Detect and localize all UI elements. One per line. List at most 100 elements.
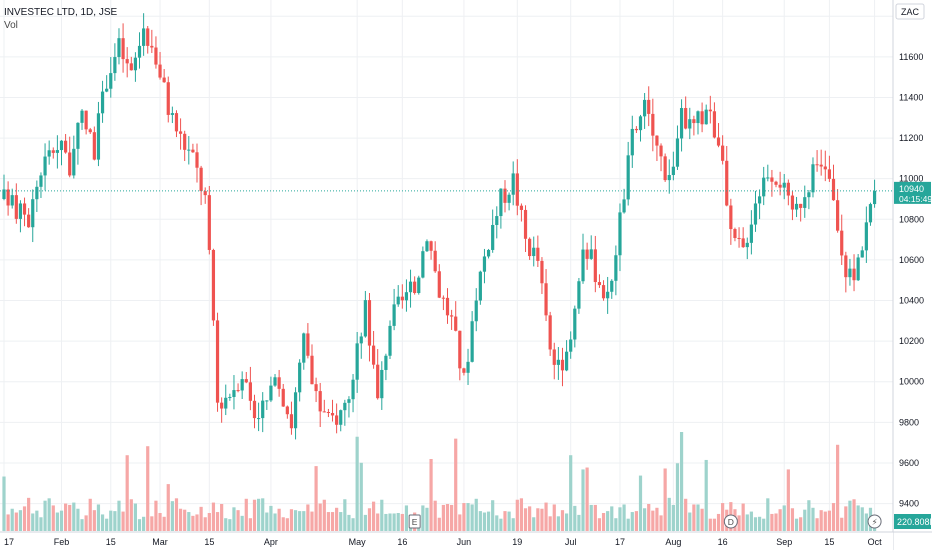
time-axis[interactable]: 17 Feb 15 Mar 15 Apr May 16 Jun 19 Jul 17 Aug 16 Sep 15… xyxy=(0,531,932,550)
candle-body xyxy=(6,189,10,206)
candle-body xyxy=(191,149,195,153)
volume-bar xyxy=(815,518,819,531)
volume-bar xyxy=(76,508,80,531)
candle-body xyxy=(203,191,207,196)
volume-bar xyxy=(330,512,335,531)
volume-bar xyxy=(860,507,864,531)
volume-legend[interactable]: Vol xyxy=(4,20,18,31)
dividend-marker-icon[interactable] xyxy=(723,514,738,529)
candle-body xyxy=(721,145,725,161)
candle-body xyxy=(679,108,684,139)
candle-body xyxy=(413,281,417,294)
candle-body xyxy=(35,186,39,200)
event-marker-label: E xyxy=(412,517,418,527)
candle-body xyxy=(511,173,515,195)
candle-body xyxy=(478,271,482,301)
volume-bar xyxy=(351,518,355,531)
price-tick-label: 11000 xyxy=(899,174,923,184)
candle-body xyxy=(63,140,68,153)
candle-body xyxy=(659,145,663,157)
candle-body xyxy=(174,113,179,132)
volume-bar xyxy=(39,517,43,531)
candle-body xyxy=(80,110,84,123)
volume-bar xyxy=(601,513,606,531)
event-markers[interactable]: E D ⚡ xyxy=(408,514,882,529)
volume-bar xyxy=(306,504,310,531)
split-marker-icon[interactable] xyxy=(867,514,882,529)
volume-bar xyxy=(376,513,380,531)
volume-bar xyxy=(252,499,257,531)
candle-body xyxy=(100,91,105,114)
candle-body xyxy=(815,164,819,166)
volume-bar xyxy=(655,507,659,531)
candle-body xyxy=(643,99,647,117)
volume-bar xyxy=(778,509,782,531)
volume-bar xyxy=(117,500,121,531)
candle-body xyxy=(248,382,252,401)
volume-bar xyxy=(96,504,101,531)
candle-body xyxy=(852,268,856,281)
candle-body xyxy=(593,249,597,283)
chart-legend: INVESTEC LTD, 1D, JSE Vol xyxy=(4,6,117,32)
candle-body xyxy=(836,200,840,231)
candle-body xyxy=(868,204,873,223)
candle-body xyxy=(43,156,47,176)
volume-bar xyxy=(581,469,585,531)
candle-body xyxy=(88,129,92,133)
candle-body xyxy=(626,155,630,200)
volume-bar xyxy=(831,503,836,531)
candle-body xyxy=(380,369,384,399)
candle-body xyxy=(614,255,618,281)
candle-body xyxy=(137,45,142,58)
price-axis[interactable]: 9400 9600 9800 10000 10200 10400 10600 10800 110… xyxy=(892,0,932,550)
volume-bar xyxy=(18,510,23,531)
volume-bar xyxy=(400,513,404,531)
candle-body xyxy=(207,195,211,250)
volume-bar xyxy=(191,515,195,531)
volume-bar xyxy=(548,516,552,531)
volume-bar xyxy=(203,517,207,531)
candle-body xyxy=(384,355,388,370)
candle-body xyxy=(302,333,306,363)
volume-bar xyxy=(220,504,224,531)
earnings-marker-icon[interactable] xyxy=(408,514,421,529)
volume-bar xyxy=(556,516,560,531)
volume-bar xyxy=(647,504,651,531)
candle-body xyxy=(318,391,322,412)
volume-bar xyxy=(84,515,88,531)
candle-body xyxy=(285,406,289,415)
volume-bar xyxy=(807,500,811,531)
symbol-title[interactable]: INVESTEC LTD, 1D, JSE xyxy=(4,7,118,18)
volume-bar xyxy=(753,517,758,531)
volume-bar xyxy=(72,502,76,531)
volume-bar xyxy=(593,504,597,531)
volume-bar xyxy=(856,505,860,531)
candle-body xyxy=(778,184,782,188)
candle-body xyxy=(766,177,770,179)
volume-bar xyxy=(573,505,577,531)
volume-bar xyxy=(162,516,166,531)
countdown-timer: 04:15:49 xyxy=(899,194,932,204)
volume-bar xyxy=(499,518,503,531)
candle-body xyxy=(244,379,248,383)
currency-badge[interactable] xyxy=(895,3,925,20)
candle-body xyxy=(363,300,367,337)
candle-body xyxy=(618,212,622,256)
volume-bar xyxy=(511,518,515,531)
candle-body xyxy=(310,355,314,385)
candle-body xyxy=(72,148,76,176)
candle-body xyxy=(289,414,294,429)
candle-body xyxy=(458,330,462,369)
volume-bar xyxy=(277,508,281,531)
volume-bar xyxy=(721,503,725,531)
price-tick-label: 11400 xyxy=(899,92,923,102)
candle-body xyxy=(277,377,281,389)
candle-body xyxy=(799,203,803,208)
volume-bar xyxy=(757,516,762,531)
candle-body xyxy=(528,238,532,257)
candle-body xyxy=(113,57,117,74)
candle-body xyxy=(429,241,433,251)
candle-body xyxy=(125,59,129,64)
